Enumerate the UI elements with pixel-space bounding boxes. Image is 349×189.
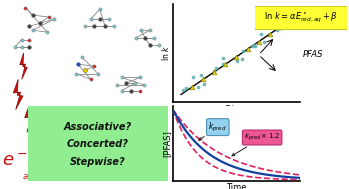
- Polygon shape: [13, 79, 23, 110]
- Polygon shape: [20, 53, 28, 79]
- Point: [147, 44, 153, 47]
- Point: [211, 70, 217, 73]
- Point: [123, 82, 129, 85]
- Text: Stepwise?: Stepwise?: [70, 157, 126, 167]
- Point: [79, 55, 84, 58]
- Point: [133, 36, 139, 39]
- Point: [267, 33, 273, 36]
- Text: $k_{pred} \times 1.2$: $k_{pred} \times 1.2$: [232, 132, 280, 156]
- Point: [211, 70, 217, 73]
- Point: [259, 32, 264, 35]
- Point: [91, 25, 97, 28]
- Point: [91, 65, 97, 68]
- Point: [223, 63, 228, 66]
- Point: [274, 29, 279, 32]
- Point: [198, 73, 204, 76]
- Point: [103, 25, 108, 28]
- Point: [234, 55, 239, 58]
- Point: [73, 72, 79, 75]
- Point: [195, 86, 201, 89]
- Point: [239, 57, 245, 60]
- Y-axis label: ln $k$: ln $k$: [161, 45, 171, 61]
- Point: [240, 49, 246, 52]
- Point: [250, 44, 255, 47]
- Text: Associative?: Associative?: [64, 122, 132, 132]
- Point: [88, 78, 94, 81]
- Point: [30, 14, 36, 17]
- Text: $_{aq}$: $_{aq}$: [22, 171, 35, 184]
- Point: [214, 66, 219, 69]
- X-axis label: Time: Time: [226, 183, 247, 189]
- Point: [261, 41, 267, 44]
- Y-axis label: [PFAS]: [PFAS]: [162, 130, 171, 157]
- Point: [256, 40, 261, 43]
- Point: [82, 25, 88, 28]
- Point: [220, 57, 225, 60]
- Point: [97, 8, 103, 11]
- Point: [277, 27, 283, 30]
- Text: Concerted?: Concerted?: [67, 139, 129, 149]
- Point: [95, 72, 101, 75]
- Point: [26, 25, 32, 28]
- Point: [88, 17, 94, 20]
- Polygon shape: [25, 106, 34, 132]
- Point: [30, 29, 36, 32]
- Point: [19, 46, 24, 49]
- Point: [106, 17, 112, 20]
- Point: [114, 84, 120, 87]
- Point: [75, 63, 81, 66]
- Point: [190, 76, 195, 79]
- Point: [147, 29, 153, 32]
- Point: [252, 45, 258, 48]
- Point: [12, 46, 17, 49]
- Point: [23, 6, 28, 9]
- Text: $e^-$: $e^-$: [2, 152, 28, 170]
- Point: [132, 82, 138, 85]
- Point: [245, 48, 250, 51]
- Point: [37, 21, 43, 24]
- Point: [156, 44, 162, 47]
- Point: [190, 85, 195, 88]
- Point: [119, 76, 124, 79]
- Point: [137, 89, 142, 92]
- Point: [142, 36, 148, 39]
- FancyBboxPatch shape: [251, 5, 349, 30]
- Point: [138, 29, 143, 32]
- Point: [44, 31, 50, 34]
- Point: [220, 63, 226, 66]
- Point: [128, 89, 133, 92]
- Point: [119, 89, 124, 92]
- Point: [183, 87, 188, 90]
- Text: $\ln\, k = \alpha E^\circ_{red,aq} + \beta$: $\ln\, k = \alpha E^\circ_{red,aq} + \be…: [264, 10, 338, 25]
- Point: [97, 17, 103, 20]
- Point: [200, 78, 206, 81]
- Point: [235, 60, 240, 63]
- Point: [46, 15, 52, 19]
- Point: [251, 44, 256, 47]
- Point: [274, 26, 279, 29]
- Point: [26, 46, 32, 49]
- Text: PFAS: PFAS: [303, 50, 324, 59]
- Point: [52, 17, 57, 20]
- Point: [26, 38, 32, 41]
- Point: [141, 84, 147, 87]
- Point: [280, 20, 285, 23]
- Point: [201, 82, 207, 85]
- Point: [151, 36, 157, 39]
- Point: [19, 38, 24, 41]
- Point: [112, 25, 117, 28]
- Text: $k_{pred}$: $k_{pred}$: [199, 121, 227, 140]
- X-axis label: $E^\circ_{red,aq}$: $E^\circ_{red,aq}$: [224, 103, 249, 118]
- FancyBboxPatch shape: [22, 103, 173, 184]
- Point: [180, 88, 186, 91]
- Point: [278, 25, 283, 28]
- Point: [82, 68, 88, 71]
- Point: [137, 76, 142, 79]
